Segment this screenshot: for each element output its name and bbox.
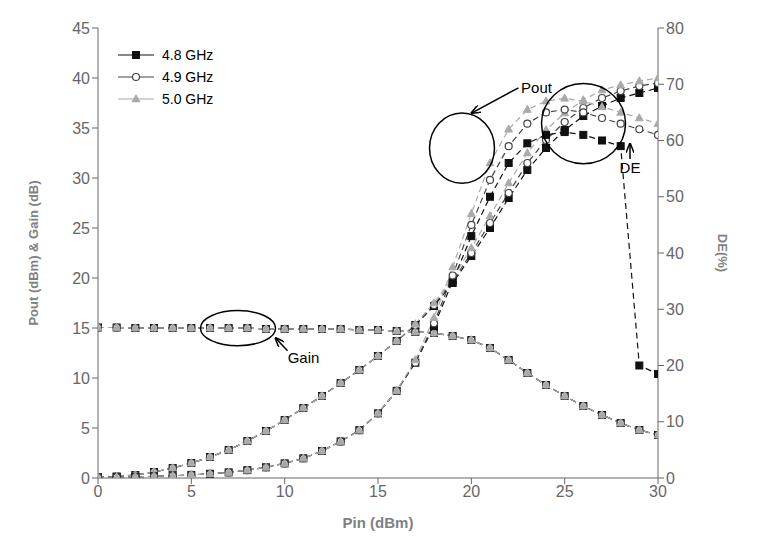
- svg-text:Pout (dBm) & Gain (dB): Pout (dBm) & Gain (dB): [26, 180, 41, 325]
- svg-text:DE(%): DE(%): [715, 234, 730, 272]
- svg-text:60: 60: [666, 132, 684, 149]
- svg-text:20: 20: [72, 270, 90, 287]
- html-text:5.0 GHz: 5.0 GHz: [162, 91, 214, 107]
- svg-text:10: 10: [666, 413, 684, 430]
- svg-text:Gain: Gain: [288, 349, 320, 366]
- html-text:4.9 GHz: 4.9 GHz: [162, 69, 214, 85]
- svg-text:0: 0: [94, 483, 103, 500]
- svg-text:Pin (dBm): Pin (dBm): [343, 514, 414, 531]
- svg-text:25: 25: [72, 220, 90, 237]
- svg-text:50: 50: [666, 188, 684, 205]
- svg-text:35: 35: [72, 120, 90, 137]
- svg-text:40: 40: [72, 70, 90, 87]
- svg-text:40: 40: [666, 245, 684, 262]
- svg-text:Pout: Pout: [521, 79, 553, 96]
- svg-text:10: 10: [72, 370, 90, 387]
- svg-text:5: 5: [81, 420, 90, 437]
- svg-text:30: 30: [72, 170, 90, 187]
- svg-text:DE: DE: [620, 159, 641, 176]
- svg-text:15: 15: [72, 320, 90, 337]
- svg-text:70: 70: [666, 76, 684, 93]
- html-text:4.8 GHz: 4.8 GHz: [162, 47, 214, 63]
- svg-text:25: 25: [556, 483, 574, 500]
- svg-text:45: 45: [72, 20, 90, 37]
- svg-text:0: 0: [81, 470, 90, 487]
- svg-text:30: 30: [649, 483, 667, 500]
- svg-text:80: 80: [666, 20, 684, 37]
- svg-text:10: 10: [276, 483, 294, 500]
- svg-text:0: 0: [666, 470, 675, 487]
- svg-text:30: 30: [666, 301, 684, 318]
- svg-text:5: 5: [187, 483, 196, 500]
- svg-text:20: 20: [462, 483, 480, 500]
- svg-text:15: 15: [369, 483, 387, 500]
- svg-text:20: 20: [666, 357, 684, 374]
